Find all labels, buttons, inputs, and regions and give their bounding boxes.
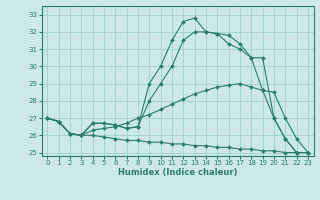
X-axis label: Humidex (Indice chaleur): Humidex (Indice chaleur)	[118, 168, 237, 177]
